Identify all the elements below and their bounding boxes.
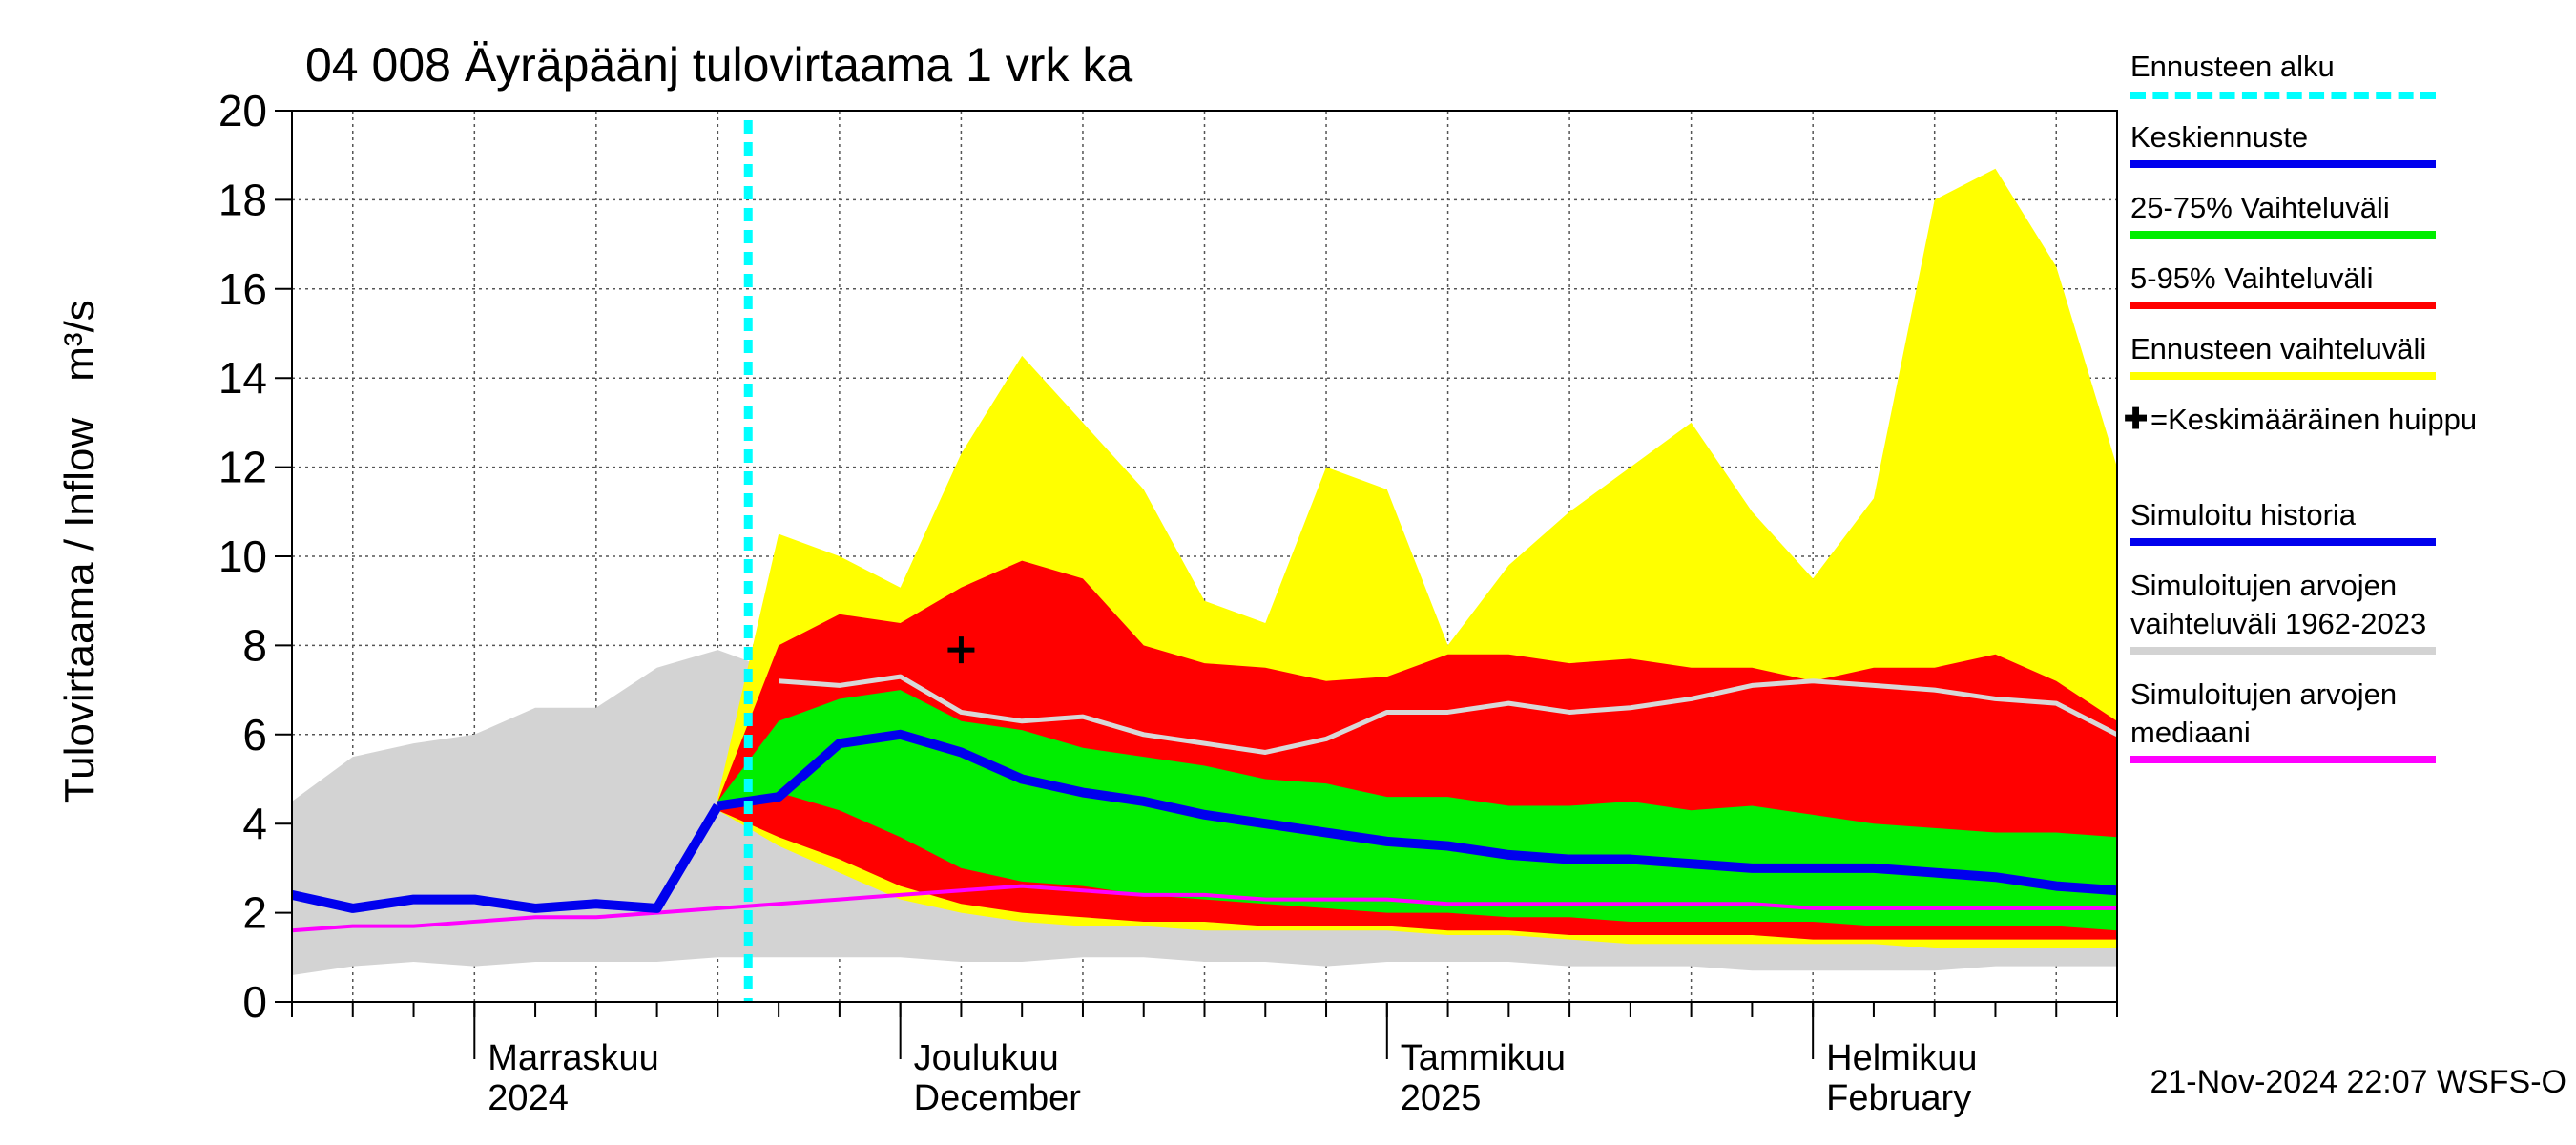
legend-label: Keskiennuste: [2130, 120, 2309, 154]
x-tick-label: Joulukuu December: [913, 1038, 1081, 1118]
plot-frame: [291, 110, 2118, 1003]
y-tick-label: 8: [242, 620, 267, 670]
legend-label: Simuloitujen arvojen vaihteluväli 1962-2…: [2130, 569, 2427, 640]
legend-swatch: [2130, 647, 2436, 655]
legend-swatch: [2130, 302, 2436, 309]
line: [290, 802, 722, 913]
legend-swatch: [2130, 372, 2436, 380]
x-tick-label: Marraskuu 2024: [488, 1038, 659, 1118]
y-tick-label: 20: [218, 86, 267, 135]
y-tick-label: 14: [218, 353, 267, 403]
legend-label: Ennusteen vaihteluväli: [2130, 332, 2427, 365]
legend-swatch: [2130, 231, 2436, 239]
y-tick-label: 0: [242, 977, 267, 1027]
legend-label: Simuloitujen arvojen mediaani: [2130, 677, 2398, 749]
legend-swatch: ✚: [2124, 404, 2149, 435]
x-tick-label: Tammikuu 2025: [1400, 1038, 1566, 1118]
y-axis-unit: m³/s: [56, 300, 103, 382]
y-tick-label: 6: [242, 710, 267, 760]
y-tick-label: 2: [242, 888, 267, 938]
peak-marker: [947, 636, 975, 664]
line: [291, 884, 2117, 933]
legend-label: 25-75% Vaihteluväli: [2130, 191, 2390, 224]
line: [717, 729, 2118, 896]
y-tick-label: 10: [218, 531, 267, 581]
data: [290, 120, 2119, 1002]
x-tick-label: Helmikuu February: [1826, 1038, 1978, 1118]
axes: 0 2 4 6 8 10 12 14 16 18 20: [218, 86, 2118, 1059]
legend-swatch: [2130, 92, 2436, 99]
y-axis-label: Tulovirtaama / Inflow: [56, 418, 103, 804]
timestamp: 21-Nov-2024 22:07 WSFS-O: [2150, 1064, 2566, 1100]
legend-label: Simuloitu historia: [2130, 498, 2357, 531]
legend-label: =Keskimääräinen huippu: [2150, 403, 2478, 436]
legend-swatch: [2130, 160, 2436, 168]
y-tick-label: 16: [218, 264, 267, 314]
y-tick-label: 4: [242, 799, 267, 848]
legend-label: Ennusteen alku: [2130, 50, 2335, 83]
line: [778, 674, 2119, 755]
chart-title: 04 008 Äyräpäänj tulovirtaama 1 vrk ka: [305, 38, 1132, 92]
y-tick-label: 18: [218, 175, 267, 224]
legend-label: 5-95% Vaihteluväli: [2130, 261, 2374, 295]
legend-swatch: [2130, 538, 2436, 546]
y-tick-label: 12: [218, 443, 267, 492]
legend-swatch: [2130, 756, 2436, 763]
